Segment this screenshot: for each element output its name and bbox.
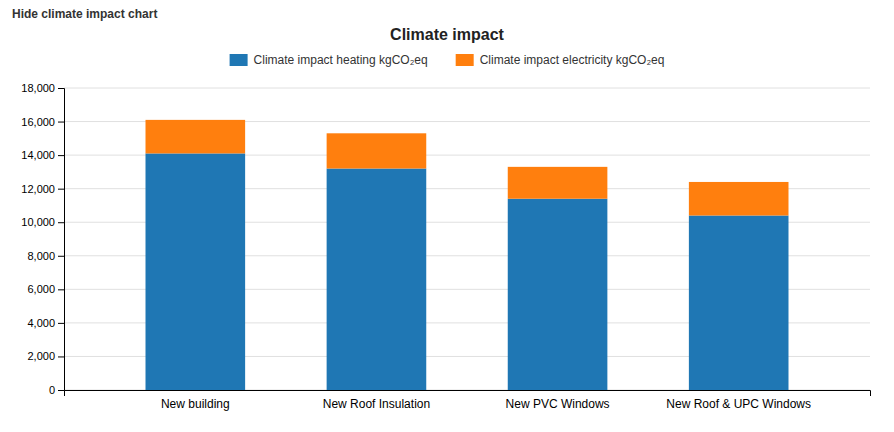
tick: 6,000 [27, 283, 64, 295]
tick-label: New building [161, 397, 230, 411]
tick: 2,000 [27, 350, 64, 362]
bar [146, 153, 246, 390]
tick-label: 6,000 [27, 283, 55, 295]
bar [508, 167, 608, 199]
axis-domain [65, 391, 871, 397]
tick: New Roof & UPC Windows [666, 397, 811, 411]
x-axis: New building New Roof Insulation New PVC W… [65, 391, 871, 411]
bar [508, 199, 608, 390]
title: Climate impact [390, 26, 504, 43]
tick-label: 0 [49, 384, 55, 396]
plot: 0 2,000 4,000 6,000 8,000 10,000 12,000 14,000 1… [21, 82, 870, 411]
tick: 4,000 [27, 317, 64, 329]
tick: New building [161, 397, 230, 411]
legend-item: Climate impact electricity kgCO₂eq [456, 53, 665, 67]
tick-label: 16,000 [21, 116, 55, 128]
tick-label: 14,000 [21, 149, 55, 161]
tick: New PVC Windows [506, 397, 610, 411]
tick: 12,000 [21, 183, 64, 195]
axis-domain [58, 89, 65, 391]
tick-label: 2,000 [27, 350, 55, 362]
tick-mark [58, 323, 64, 324]
tick-label: 12,000 [21, 183, 55, 195]
tick: 0 [49, 384, 64, 396]
legend-label: Climate impact electricity kgCO₂eq [480, 53, 665, 67]
tick-label: 18,000 [21, 82, 55, 94]
tick-label: New PVC Windows [506, 397, 610, 411]
tick: New Roof Insulation [323, 397, 430, 411]
y-axis: 0 2,000 4,000 6,000 8,000 10,000 12,000 14,000 1… [21, 82, 64, 396]
tick-label: New Roof & UPC Windows [666, 397, 811, 411]
tick-mark [58, 189, 64, 190]
tick-label: New Roof Insulation [323, 397, 430, 411]
tick: 10,000 [21, 216, 64, 228]
series [146, 120, 789, 216]
bars [146, 120, 789, 390]
bar [689, 216, 789, 390]
tick-mark [58, 356, 64, 357]
bar [146, 120, 246, 154]
series [146, 153, 789, 390]
legend-swatch [230, 54, 248, 66]
tick: 8,000 [27, 250, 64, 262]
legend: Climate impact heating kgCO₂eq Climate im… [230, 53, 665, 67]
grid [64, 88, 870, 390]
tick: 14,000 [21, 149, 64, 161]
tick-mark [58, 390, 64, 391]
tick-label: 8,000 [27, 250, 55, 262]
tick-mark [58, 88, 64, 89]
tick: 18,000 [21, 82, 64, 94]
tick-mark [58, 222, 64, 223]
legend-label: Climate impact heating kgCO₂eq [254, 53, 428, 67]
tick-mark [58, 155, 64, 156]
tick-mark [58, 122, 64, 123]
tick-label: 10,000 [21, 216, 55, 228]
annotation: Hide climate impact chart [12, 7, 157, 21]
bar [327, 169, 427, 390]
chart: Hide climate impact chart Climate impact C… [0, 0, 894, 432]
grid-line [64, 88, 870, 89]
legend-swatch [456, 54, 474, 66]
tick-mark [58, 256, 64, 257]
legend-item: Climate impact heating kgCO₂eq [230, 53, 428, 67]
tick-mark [58, 289, 64, 290]
bar [689, 182, 789, 216]
bar [327, 133, 427, 168]
tick-label: 4,000 [27, 317, 55, 329]
tick: 16,000 [21, 116, 64, 128]
